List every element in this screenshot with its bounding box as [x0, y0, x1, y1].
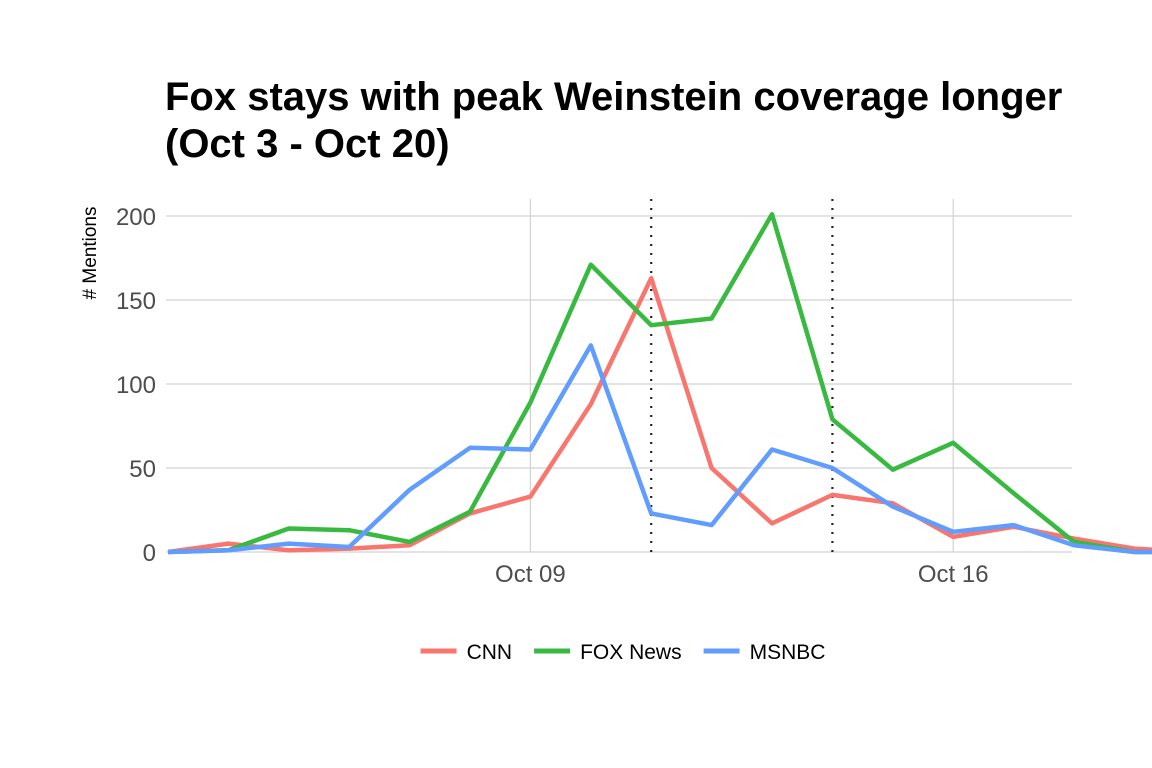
y-tick-labels: 0 50 100 150 200	[116, 204, 156, 567]
series-line-msnbc	[167, 343, 1152, 555]
legend-label: FOX News	[580, 641, 682, 664]
legend-item-fox-news: FOX News	[534, 641, 682, 664]
y-axis-title: # Mentions	[80, 207, 101, 300]
y-tick-label-50: 50	[129, 456, 156, 483]
series-line-fox-news	[167, 212, 1152, 555]
legend-item-cnn: CNN	[420, 641, 513, 664]
y-tick-label-0: 0	[143, 540, 156, 567]
reference-lines	[650, 199, 834, 552]
x-tick-labels: Oct 09 Oct 16	[495, 561, 989, 588]
legend-label: CNN	[467, 641, 513, 664]
y-tick-label-200: 200	[116, 204, 156, 231]
series-line-cnn	[167, 275, 1152, 555]
x-tick-label-6: Oct 09	[495, 561, 566, 588]
y-tick-label-100: 100	[116, 372, 156, 399]
y-tick-label-150: 150	[116, 288, 156, 315]
series-layer	[167, 212, 1152, 555]
legend: CNN FOX News MSNBC	[420, 641, 826, 664]
chart-title: Fox stays with peak Weinstein coverage l…	[165, 75, 1063, 166]
legend-item-msnbc: MSNBC	[703, 641, 826, 664]
legend-label: MSNBC	[750, 641, 826, 664]
x-tick-label-13: Oct 16	[918, 561, 989, 588]
grid-layer	[166, 199, 1072, 553]
